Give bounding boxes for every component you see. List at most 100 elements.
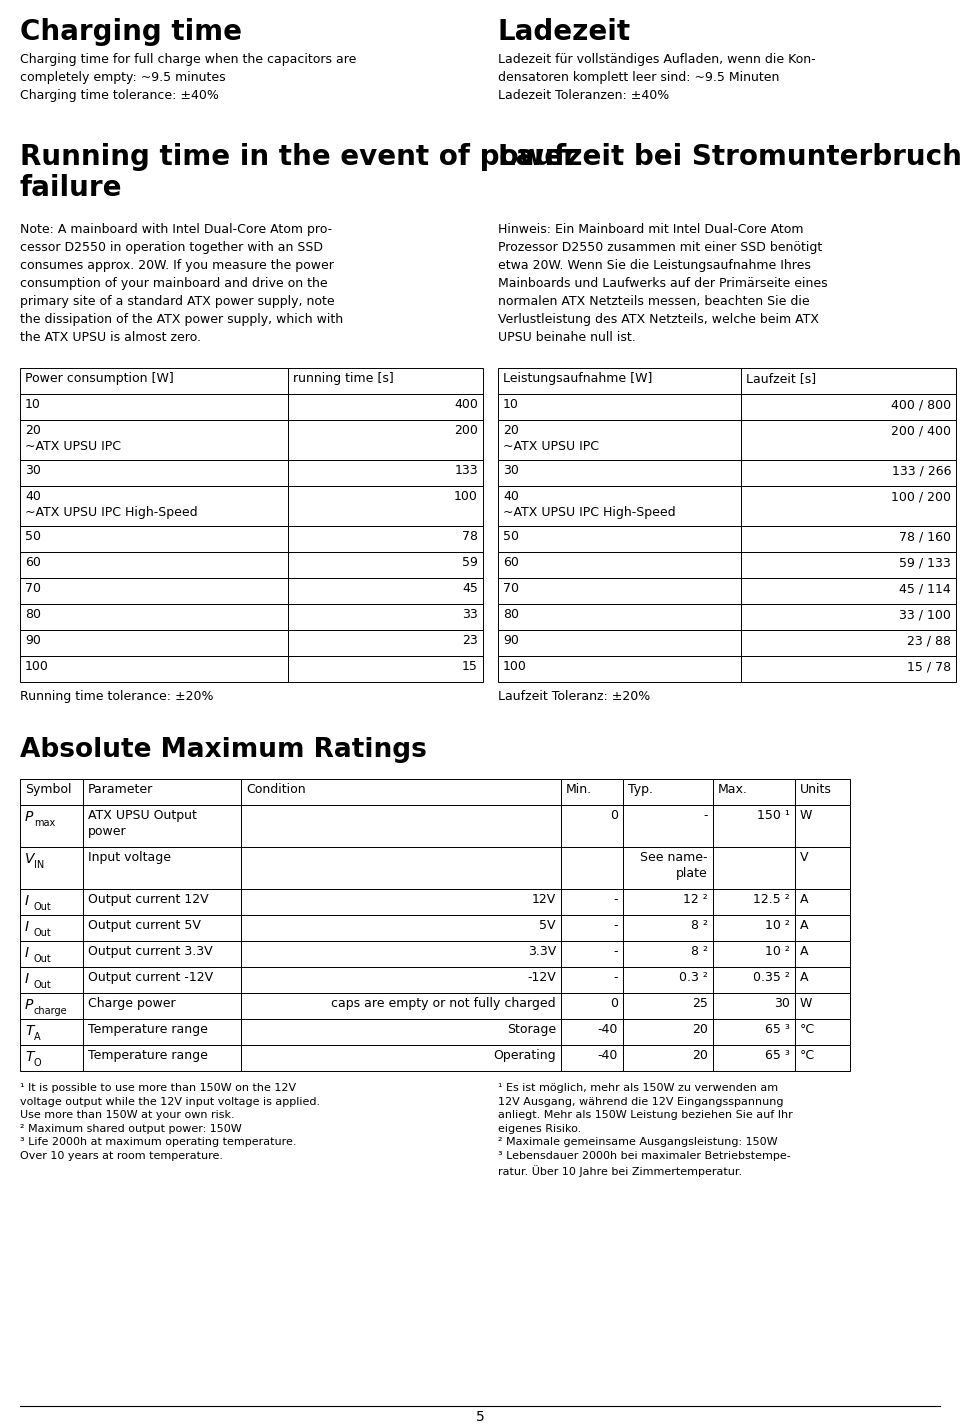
Text: 12.5 ²: 12.5 ² [754, 892, 790, 905]
Bar [741, 604, 956, 630]
Text: 15: 15 [462, 660, 478, 673]
Text: 20
~ATX UPSU IPC: 20 ~ATX UPSU IPC [503, 424, 599, 453]
Text: V: V [25, 853, 35, 865]
Bar [498, 630, 741, 655]
Bar [561, 1020, 623, 1045]
Bar [713, 992, 795, 1020]
Text: 12V: 12V [532, 892, 556, 905]
Bar [288, 460, 483, 486]
Text: Condition: Condition [246, 783, 305, 795]
Bar [288, 394, 483, 420]
Bar [498, 526, 741, 553]
Text: -: - [613, 892, 618, 905]
Text: 78 / 160: 78 / 160 [899, 530, 951, 543]
Bar [83, 967, 241, 992]
Text: 60: 60 [25, 555, 41, 568]
Text: 23 / 88: 23 / 88 [907, 634, 951, 647]
Bar [83, 847, 241, 890]
Bar [498, 553, 741, 578]
Text: A: A [34, 1032, 40, 1042]
Bar [20, 941, 83, 967]
Text: Symbol: Symbol [25, 783, 71, 795]
Text: 0.35 ²: 0.35 ² [754, 971, 790, 984]
Bar [623, 1045, 713, 1071]
Bar [241, 1045, 561, 1071]
Text: 40
~ATX UPSU IPC High-Speed: 40 ~ATX UPSU IPC High-Speed [25, 490, 198, 518]
Bar [83, 780, 241, 805]
Bar [713, 967, 795, 992]
Text: 70: 70 [503, 583, 519, 595]
Bar [561, 805, 623, 847]
Text: A: A [800, 920, 808, 932]
Text: 5: 5 [475, 1409, 485, 1424]
Bar [713, 1020, 795, 1045]
Bar [288, 486, 483, 526]
Text: 40
~ATX UPSU IPC High-Speed: 40 ~ATX UPSU IPC High-Speed [503, 490, 676, 518]
Bar [795, 941, 850, 967]
Text: Running time tolerance: ±20%: Running time tolerance: ±20% [20, 690, 213, 703]
Text: Ladezeit für vollständiges Aufladen, wenn die Kon-
densatoren komplett leer sind: Ladezeit für vollständiges Aufladen, wen… [498, 53, 816, 101]
Bar [795, 890, 850, 915]
Bar [83, 890, 241, 915]
Bar [20, 368, 288, 394]
Text: Out: Out [34, 954, 52, 964]
Text: 10: 10 [503, 398, 518, 411]
Bar [83, 915, 241, 941]
Text: 23: 23 [463, 634, 478, 647]
Text: Charge power: Charge power [88, 997, 176, 1010]
Text: 8 ²: 8 ² [691, 920, 708, 932]
Bar [713, 780, 795, 805]
Text: 8 ²: 8 ² [691, 945, 708, 958]
Text: Charging time for full charge when the capacitors are
completely empty: ~9.5 min: Charging time for full charge when the c… [20, 53, 356, 101]
Text: ATX UPSU Output
power: ATX UPSU Output power [88, 810, 197, 838]
Text: 30: 30 [25, 464, 41, 477]
Text: 50: 50 [25, 530, 41, 543]
Bar [241, 890, 561, 915]
Text: 10 ²: 10 ² [765, 920, 790, 932]
Bar [241, 847, 561, 890]
Bar [288, 526, 483, 553]
Text: T: T [25, 1050, 34, 1064]
Bar [498, 486, 741, 526]
Bar [623, 992, 713, 1020]
Bar [20, 805, 83, 847]
Bar [20, 915, 83, 941]
Text: Power consumption [W]: Power consumption [W] [25, 373, 174, 386]
Bar [795, 847, 850, 890]
Text: -12V: -12V [527, 971, 556, 984]
Text: -: - [704, 810, 708, 823]
Text: Laufzeit [s]: Laufzeit [s] [746, 373, 816, 386]
Text: I: I [25, 972, 29, 985]
Text: 200: 200 [454, 424, 478, 437]
Text: I: I [25, 894, 29, 908]
Text: Output current 12V: Output current 12V [88, 892, 208, 905]
Text: charge: charge [34, 1005, 67, 1015]
Text: -: - [613, 945, 618, 958]
Bar [20, 992, 83, 1020]
Bar [20, 420, 288, 460]
Bar [288, 368, 483, 394]
Bar [20, 847, 83, 890]
Text: 33 / 100: 33 / 100 [900, 608, 951, 621]
Bar [795, 1020, 850, 1045]
Text: Out: Out [34, 902, 52, 912]
Text: Operating: Operating [493, 1050, 556, 1062]
Text: See name-
plate: See name- plate [640, 851, 708, 880]
Text: °C: °C [800, 1050, 815, 1062]
Text: 0: 0 [610, 810, 618, 823]
Text: 10 ²: 10 ² [765, 945, 790, 958]
Text: 400: 400 [454, 398, 478, 411]
Text: 65 ³: 65 ³ [765, 1022, 790, 1035]
Bar [241, 967, 561, 992]
Bar [288, 553, 483, 578]
Text: I: I [25, 920, 29, 934]
Bar [623, 941, 713, 967]
Text: 70: 70 [25, 583, 41, 595]
Bar [288, 630, 483, 655]
Text: 80: 80 [503, 608, 519, 621]
Text: Output current 3.3V: Output current 3.3V [88, 945, 212, 958]
Text: A: A [800, 892, 808, 905]
Text: 0: 0 [610, 997, 618, 1010]
Text: 20: 20 [692, 1050, 708, 1062]
Bar [561, 915, 623, 941]
